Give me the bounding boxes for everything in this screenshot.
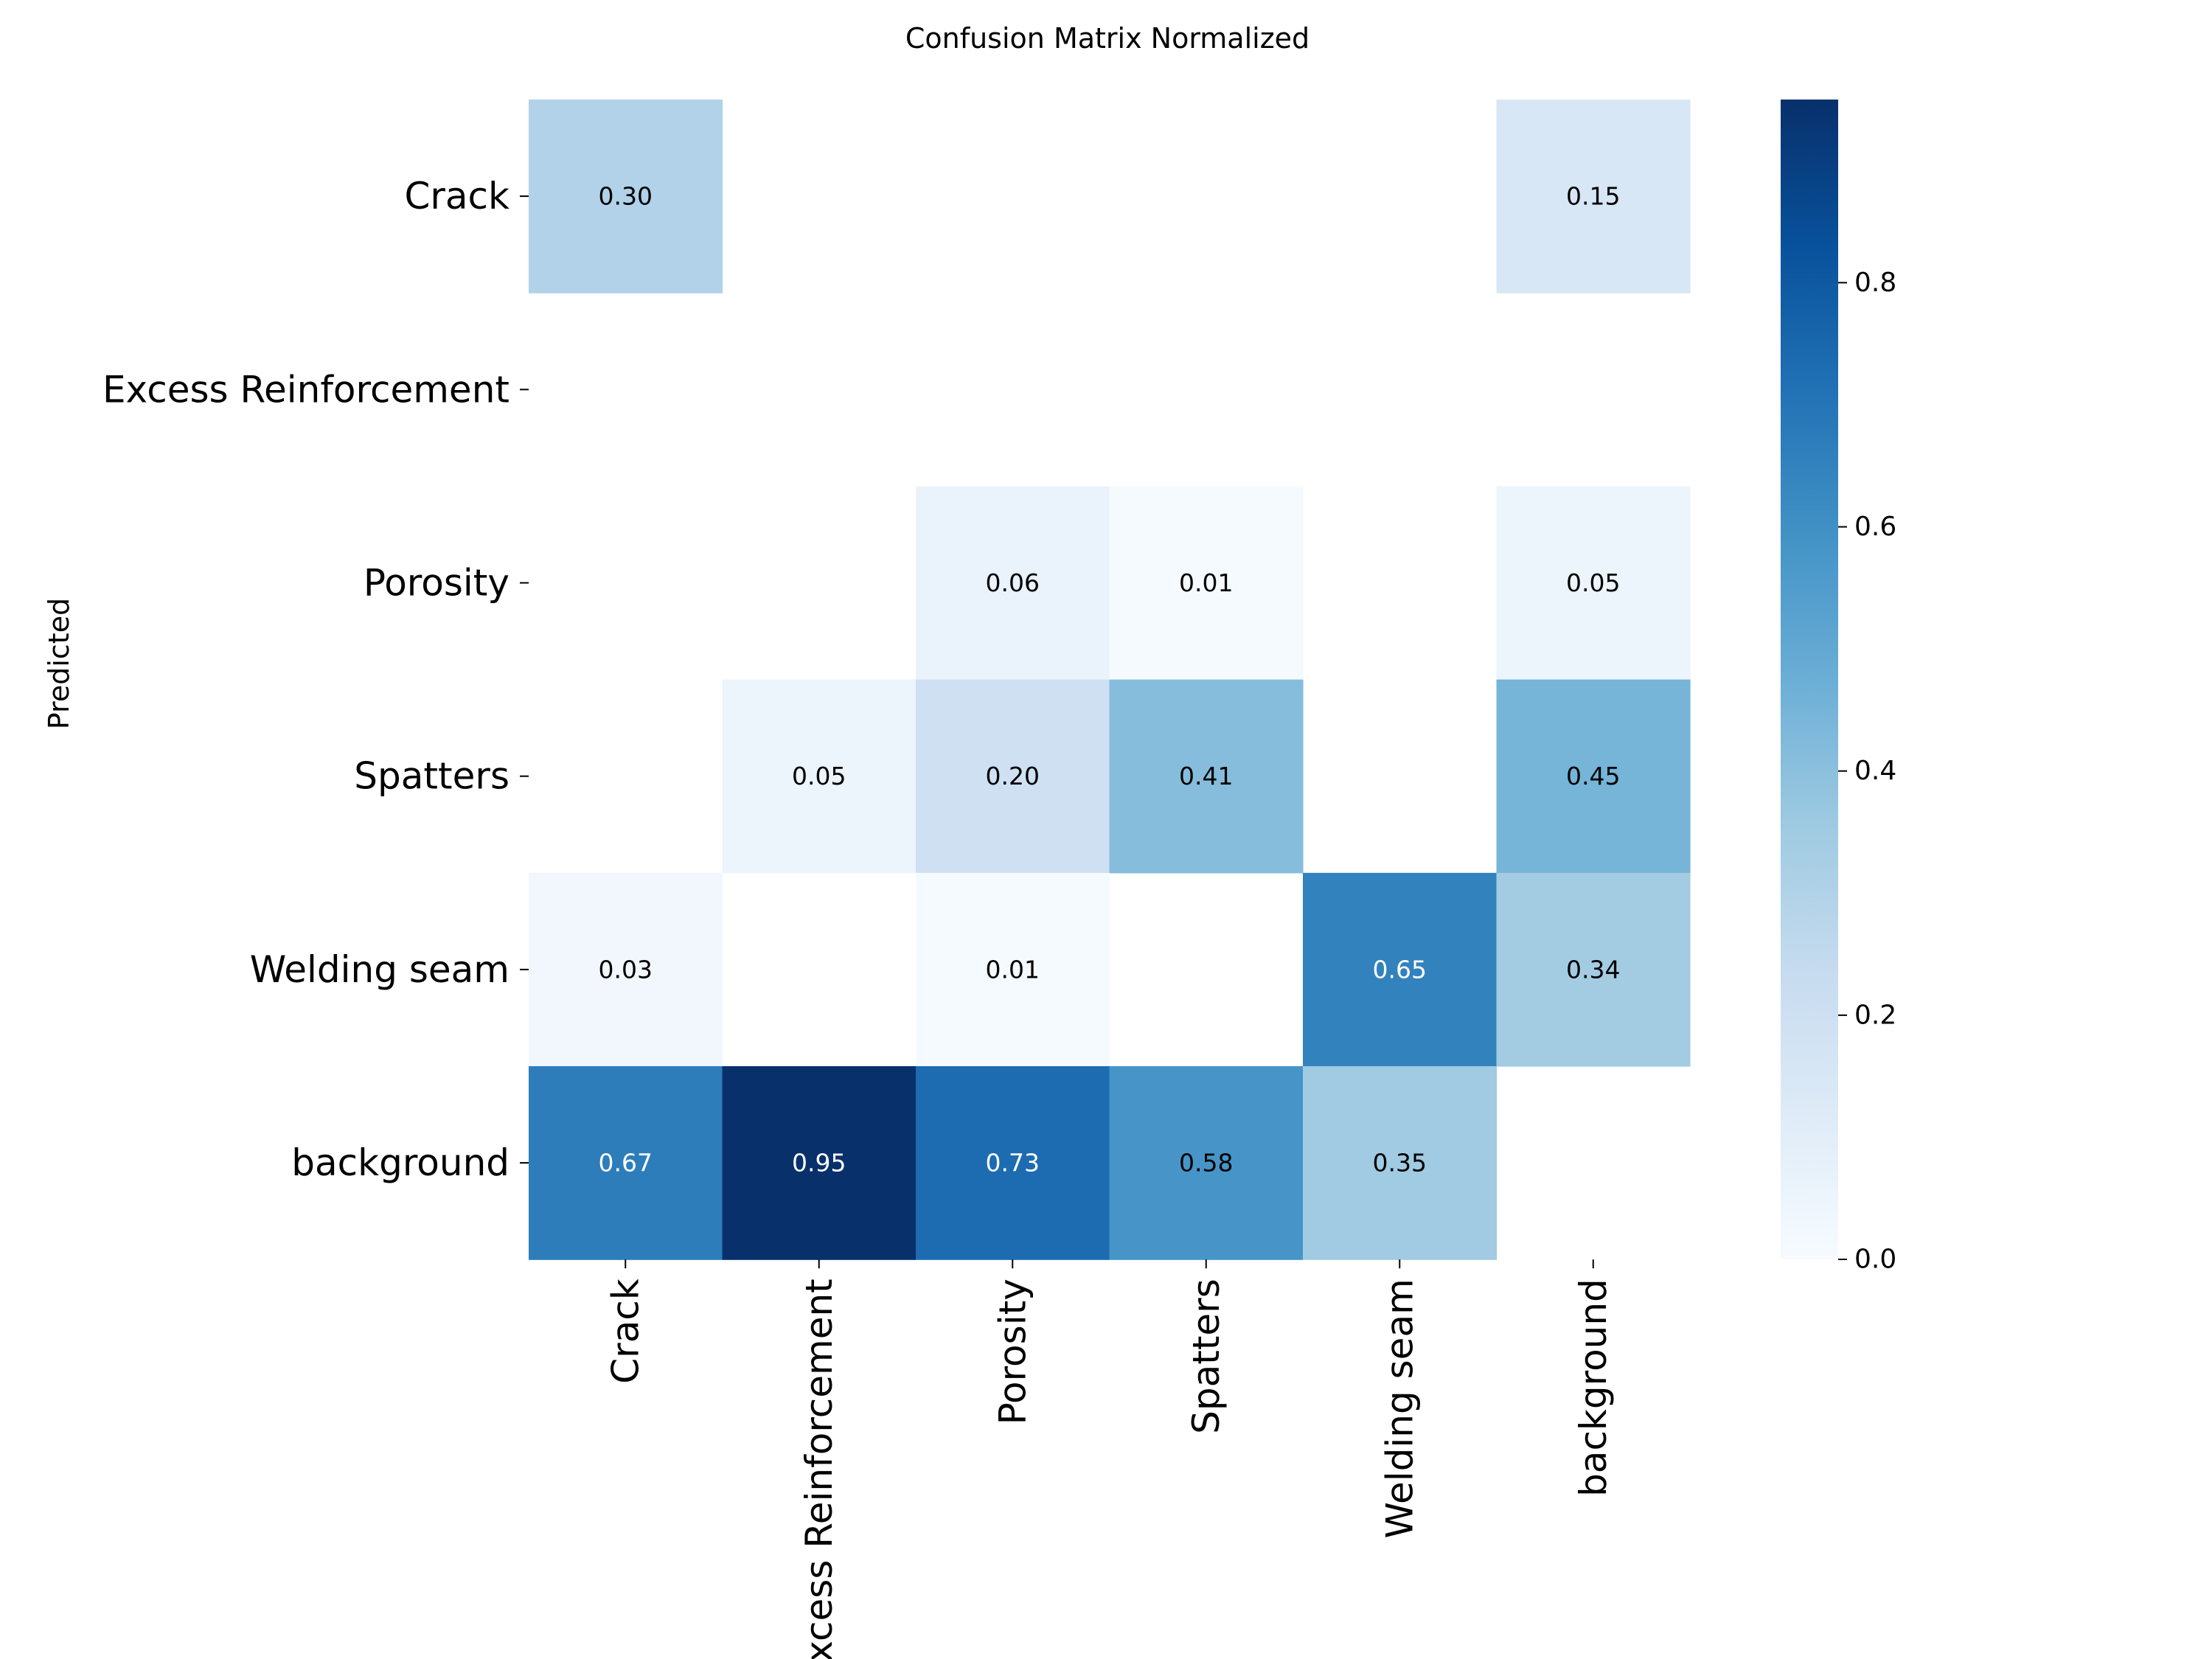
heatmap-cell xyxy=(1303,1066,1498,1260)
colorbar-ticks: 0.0 0.2 0.4 0.6 0.8 xyxy=(1838,268,1896,1275)
colorbar-tick-label: 0.8 xyxy=(1854,268,1896,298)
heatmap-cell-labels: 0.30 0.15 0.06 0.01 0.05 0.05 0.20 0.41 0.45 0.03… xyxy=(599,182,1621,1178)
y-tick-label: background xyxy=(291,1141,509,1184)
cell-value-label: 0.35 xyxy=(1373,1149,1427,1178)
heatmap-cell xyxy=(1109,486,1304,681)
cell-value-label: 0.20 xyxy=(986,762,1040,790)
heatmap-cell xyxy=(1109,1066,1304,1260)
colorbar-tick-label: 0.4 xyxy=(1854,756,1896,786)
cell-value-label: 0.65 xyxy=(1373,955,1427,984)
y-tick-label: Porosity xyxy=(364,562,509,605)
heatmap-cell xyxy=(722,679,917,874)
cell-value-label: 0.01 xyxy=(1179,568,1233,597)
cell-value-label: 0.34 xyxy=(1566,955,1620,984)
heatmap-cell xyxy=(1496,872,1691,1067)
cell-value-label: 0.06 xyxy=(986,568,1040,597)
cell-value-label: 0.30 xyxy=(599,182,653,211)
cell-value-label: 0.58 xyxy=(1179,1149,1233,1178)
cell-value-label: 0.73 xyxy=(986,1149,1040,1178)
x-tick-label: Welding seam xyxy=(1378,1279,1421,1538)
cell-value-label: 0.05 xyxy=(1566,568,1620,597)
heatmap-cell xyxy=(1496,679,1691,874)
cell-value-label: 0.01 xyxy=(986,955,1040,984)
x-axis-ticks: Crack Excess Reinforcement Porosity Spatter… xyxy=(604,1259,1615,1659)
x-tick-label: background xyxy=(1572,1279,1615,1497)
y-tick-label: Crack xyxy=(404,175,509,218)
cell-value-label: 0.41 xyxy=(1179,762,1233,790)
heatmap-cell xyxy=(916,679,1110,874)
colorbar-tick-label: 0.0 xyxy=(1854,1245,1896,1275)
y-axis-label: Predicted xyxy=(43,598,75,729)
x-tick-label: Crack xyxy=(604,1279,647,1384)
colorbar-tick-label: 0.6 xyxy=(1854,512,1896,542)
x-tick-label: Porosity xyxy=(991,1279,1034,1425)
colorbar: 0.0 0.2 0.4 0.6 0.8 xyxy=(1781,100,1896,1275)
chart-title: Confusion Matrix Normalized xyxy=(905,22,1310,55)
heatmap-cell xyxy=(529,100,723,293)
heatmap-cell xyxy=(1109,679,1304,874)
y-tick-label: Welding seam xyxy=(250,948,509,991)
cell-value-label: 0.95 xyxy=(792,1149,846,1178)
heatmap-cell xyxy=(916,486,1110,681)
colorbar-gradient xyxy=(1781,100,1838,1259)
x-tick-label: Spatters xyxy=(1185,1279,1228,1434)
cell-value-label: 0.15 xyxy=(1566,182,1620,211)
cell-value-label: 0.67 xyxy=(599,1149,653,1178)
colorbar-tick-label: 0.2 xyxy=(1854,1000,1896,1030)
y-tick-label: Spatters xyxy=(354,755,509,798)
y-axis-ticks: Crack Excess Reinforcement Porosity Spatter… xyxy=(102,175,529,1184)
heatmap-cell xyxy=(916,872,1110,1067)
heatmap-cell xyxy=(1496,100,1691,293)
heatmap-cell xyxy=(1303,872,1498,1067)
y-tick-label: Excess Reinforcement xyxy=(102,368,509,411)
heatmap-cell xyxy=(529,1066,723,1260)
cell-value-label: 0.05 xyxy=(792,762,846,790)
x-tick-label: Excess Reinforcement xyxy=(798,1279,841,1659)
heatmap-cell xyxy=(529,872,723,1067)
heatmap-cell xyxy=(1496,486,1691,681)
heatmap-cells xyxy=(529,100,1691,1260)
cell-value-label: 0.03 xyxy=(599,955,653,984)
heatmap-cell xyxy=(916,1066,1110,1260)
cell-value-label: 0.45 xyxy=(1566,762,1620,790)
heatmap-cell xyxy=(722,1066,917,1260)
